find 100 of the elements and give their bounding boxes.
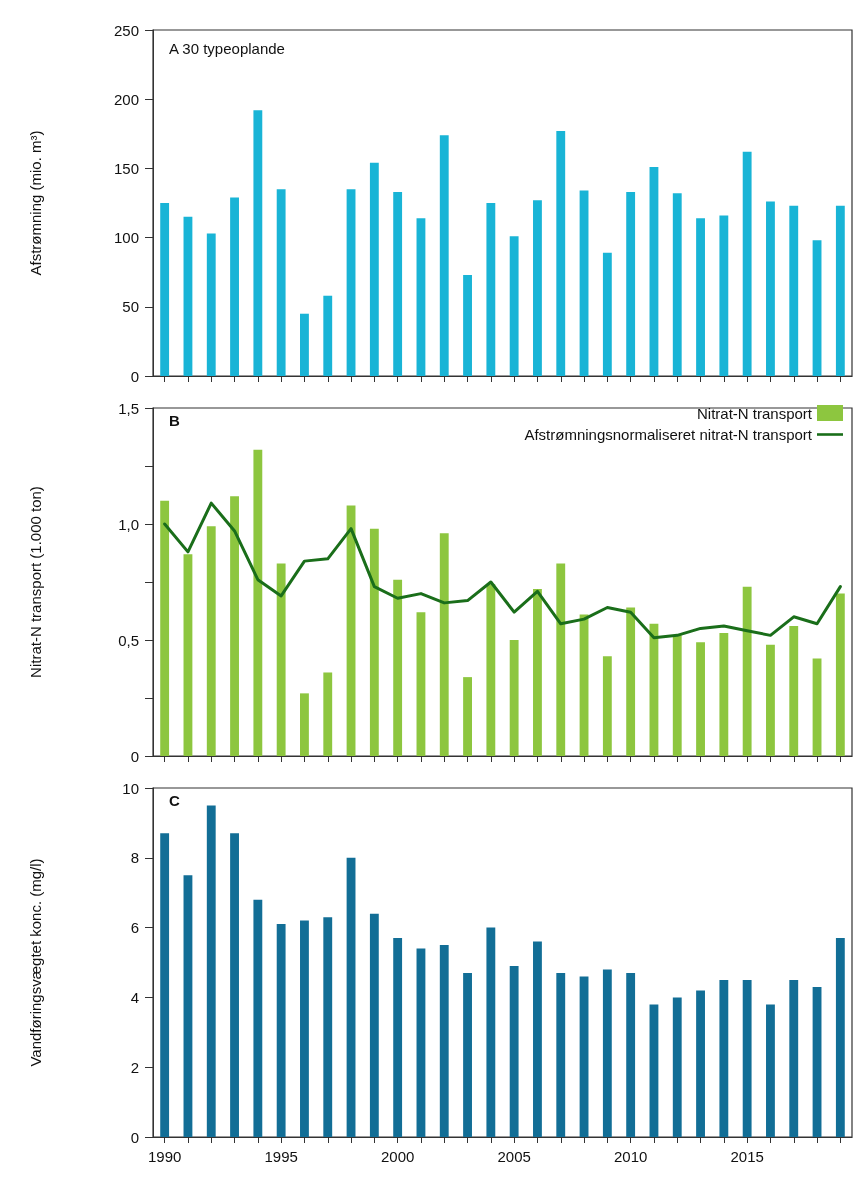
bar — [742, 586, 752, 756]
bar — [463, 274, 472, 376]
x-tick-label: 2015 — [730, 1148, 764, 1165]
y-tick-label: 250 — [113, 21, 139, 39]
bar — [206, 805, 216, 1137]
y-tick-label: 0 — [130, 747, 139, 765]
bar — [300, 313, 309, 376]
y-tick-label: 1,0 — [118, 515, 139, 533]
bar — [300, 920, 309, 1137]
bar — [742, 151, 752, 376]
bar — [626, 607, 636, 756]
bar — [323, 917, 333, 1137]
y-tick-label: 100 — [113, 229, 139, 247]
bar — [672, 997, 682, 1137]
bar — [509, 640, 519, 756]
text: A 30 typeoplande — [169, 40, 285, 57]
bar — [416, 218, 426, 376]
bar — [672, 193, 682, 376]
bar — [486, 927, 496, 1137]
bar — [579, 190, 589, 376]
bar — [672, 635, 682, 756]
bar — [649, 167, 659, 376]
y-tick-label: 8 — [130, 849, 139, 867]
bar — [835, 938, 845, 1137]
bar — [812, 240, 822, 376]
bar — [579, 976, 589, 1137]
bar — [766, 1004, 775, 1137]
bar — [160, 203, 170, 376]
bar — [323, 672, 333, 756]
bar — [556, 131, 566, 376]
bar — [393, 579, 403, 756]
y-tick-label: 1,5 — [118, 399, 139, 417]
bar — [416, 948, 426, 1137]
chart-title: C — [169, 792, 180, 809]
bar — [463, 677, 472, 756]
bar — [369, 528, 379, 756]
bar — [369, 913, 379, 1137]
bar — [649, 1004, 659, 1137]
bar — [812, 986, 822, 1137]
bar — [439, 135, 449, 376]
bar — [486, 203, 496, 376]
bar — [509, 236, 519, 376]
y-tick-label: 0 — [130, 367, 139, 385]
bar — [206, 526, 216, 756]
bar — [835, 593, 845, 756]
x-tick-label: 2010 — [613, 1148, 648, 1165]
y-tick-label: 50 — [122, 298, 139, 316]
bar — [719, 979, 729, 1137]
bar — [789, 979, 799, 1137]
bar — [696, 642, 705, 756]
y-axis-title: Vandføringsvægtet konc. (mg/l) — [27, 858, 44, 1067]
y-tick-label: 6 — [130, 919, 139, 937]
bar — [812, 658, 822, 756]
bar — [742, 979, 752, 1137]
line-series — [163, 501, 842, 640]
x-tick-label: 2005 — [497, 1148, 531, 1165]
bar — [533, 200, 542, 376]
bar — [393, 938, 403, 1137]
x-tick-label: 2000 — [380, 1148, 415, 1165]
bar — [230, 197, 239, 376]
bar — [369, 162, 379, 376]
legend-label: Afstrømningsnormaliseret nitrat-N transport — [524, 426, 813, 443]
bar — [230, 496, 239, 756]
bar — [346, 857, 356, 1137]
legend-label: Nitrat-N transport — [696, 404, 813, 422]
bar — [626, 972, 636, 1137]
bar — [230, 833, 239, 1137]
bar — [253, 110, 263, 376]
bar — [276, 924, 286, 1137]
y-tick-label: 10 — [122, 779, 139, 797]
bar — [486, 584, 496, 756]
bar — [206, 233, 216, 376]
bar — [556, 972, 566, 1137]
bar — [696, 218, 705, 376]
x-tick-label: 1995 — [264, 1148, 298, 1165]
y-tick-label: 4 — [130, 988, 139, 1006]
x-tick-label: 1990 — [147, 1148, 182, 1165]
bar — [766, 644, 775, 756]
y-tick-label: 2 — [130, 1058, 139, 1076]
bar — [300, 693, 309, 756]
bar — [719, 633, 729, 756]
y-axis-title: Afstrømning (mio. m³) — [27, 130, 44, 276]
bar — [602, 969, 612, 1137]
bar — [276, 563, 286, 756]
bar — [602, 252, 612, 376]
y-axis-title: Nitrat-N transport (1.000 ton) — [27, 486, 44, 678]
bar — [160, 833, 170, 1137]
bar — [556, 563, 566, 756]
bar — [719, 215, 729, 376]
bar — [346, 189, 356, 376]
y-tick-label: 200 — [113, 90, 139, 108]
bar — [393, 191, 403, 376]
bar — [439, 533, 449, 756]
bar — [789, 626, 799, 756]
bar — [533, 941, 542, 1137]
bar — [276, 189, 286, 376]
bar — [416, 612, 426, 756]
bar — [766, 201, 775, 376]
bar — [183, 216, 193, 376]
bar — [626, 191, 636, 376]
